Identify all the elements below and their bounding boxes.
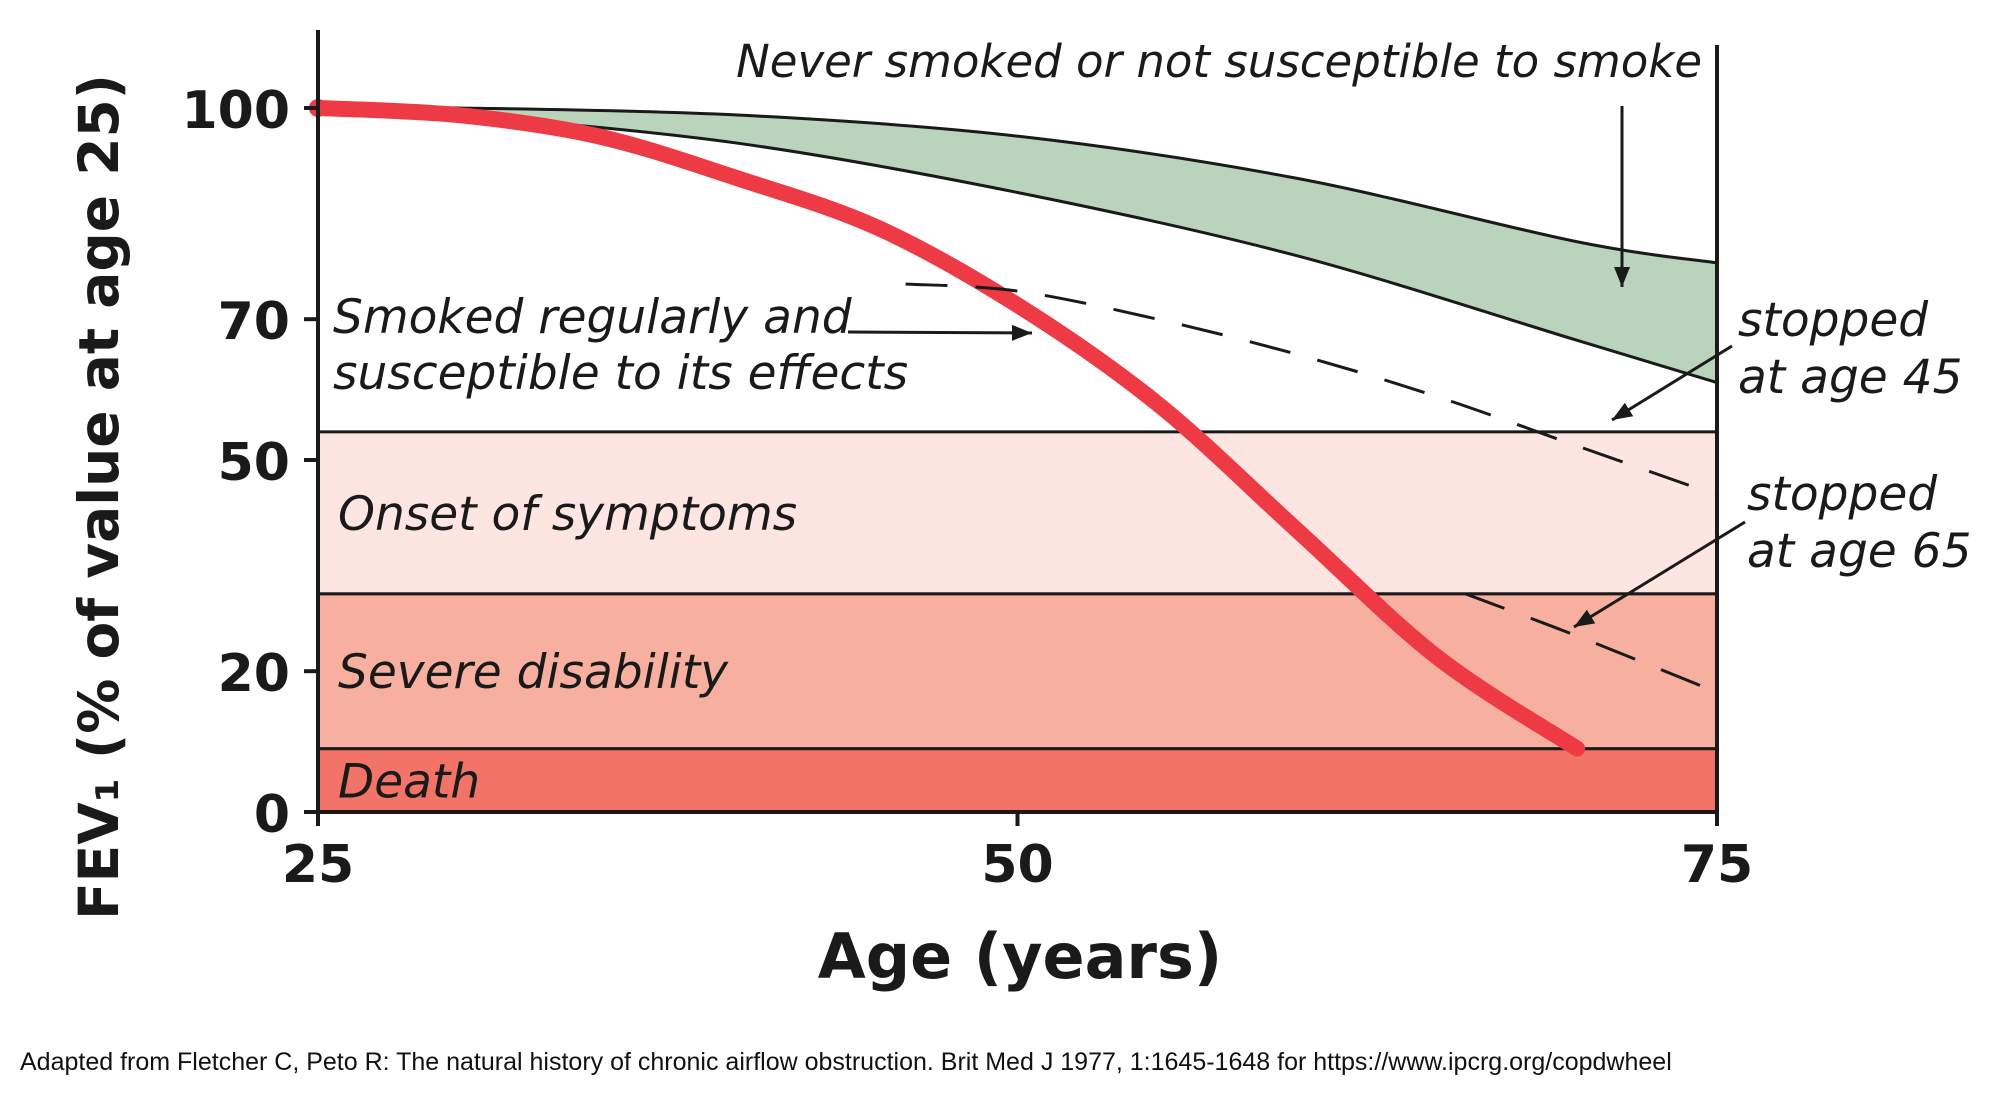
y-tick-label-0: 0	[254, 785, 290, 845]
arrow-stopped-65-line	[1573, 520, 1746, 629]
zone-label-0: Death	[338, 754, 480, 809]
arrow-stopped-65-head	[1574, 609, 1596, 627]
y-tick-label-3: 70	[218, 292, 290, 352]
zone-onset-of-symptoms	[316, 430, 1719, 596]
annotation-stopped45-line-2: at age 45	[1738, 350, 1962, 405]
y-tick-label-4: 100	[181, 81, 290, 141]
x-axis-title: Age (years)	[818, 920, 1222, 993]
x-tick-label-1: 50	[981, 835, 1053, 895]
ticks-layer: 0 20 50 70 100 25 50 75	[181, 81, 1753, 895]
annotation-smoked-line-2: susceptible to its effects	[333, 346, 908, 401]
y-tick-label-1: 20	[218, 644, 290, 704]
annotation-never-smoked: Never smoked or not susceptible to smoke	[736, 35, 1702, 88]
arrow-smoked-head	[1011, 324, 1032, 341]
annotation-stopped45-line-1: stopped	[1738, 293, 1929, 348]
annotation-stopped65-line-1: stopped	[1747, 467, 1938, 522]
zone-label-1: Severe disability	[338, 645, 729, 700]
fev1-chart: 0 20 50 70 100 25 50 75 Age (years) FEV₁ (% of …	[67, 30, 1971, 993]
zone-death	[316, 747, 1719, 814]
arrow-never-smoked-head	[1614, 267, 1630, 287]
x-tick-label-2: 75	[1681, 835, 1753, 895]
source-citation: Adapted from Fletcher C, Peto R: The nat…	[20, 1048, 1672, 1076]
series-line-2	[1464, 592, 1718, 694]
annotation-smoked-line-1: Smoked regularly and	[333, 290, 853, 345]
x-tick-label-0: 25	[282, 835, 354, 895]
arrow-stopped-45-head	[1612, 402, 1634, 420]
zone-severe-disability	[316, 592, 1719, 751]
zone-labels: Death Severe disability Onset of symptoms	[338, 487, 797, 810]
zone-label-2: Onset of symptoms	[338, 487, 797, 542]
arrow-stopped-45-line	[1611, 344, 1733, 422]
arrows-layer	[847, 106, 1746, 629]
annotation-stopped65-line-2: at age 65	[1747, 524, 1971, 579]
arrow-smoked-line	[847, 330, 1033, 335]
series-line-0	[310, 100, 1586, 757]
y-axis-title: FEV₁ (% of value at age 25)	[67, 74, 131, 920]
y-tick-label-2: 50	[218, 433, 290, 493]
zones-layer	[316, 430, 1719, 814]
